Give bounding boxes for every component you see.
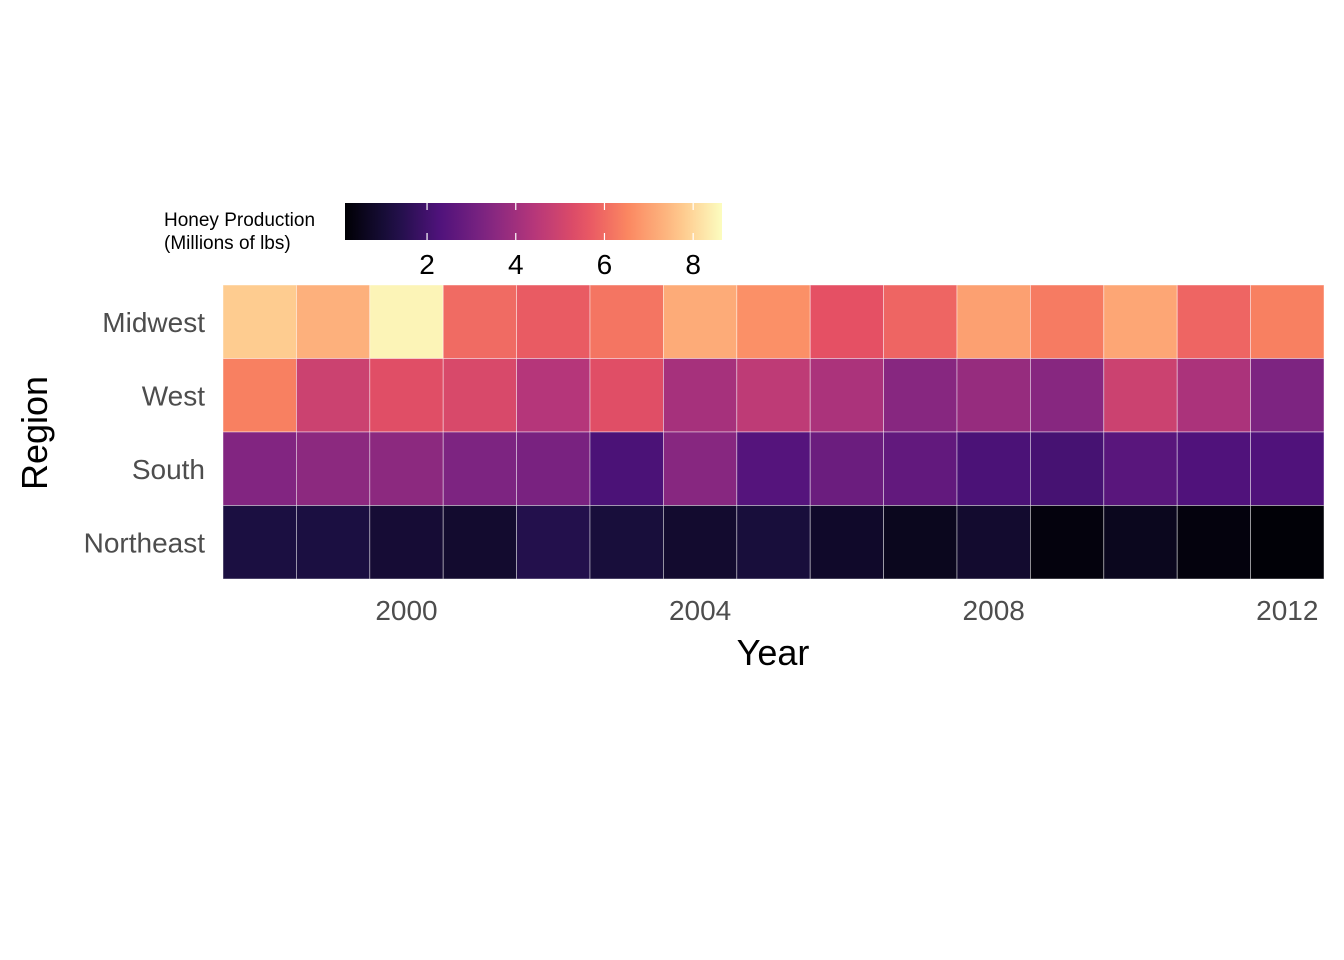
y-tick-label: Northeast: [84, 527, 206, 558]
heatmap-cell: [663, 358, 738, 433]
heatmap-cell: [663, 431, 738, 506]
heatmap-cell: [736, 284, 811, 359]
heatmap-cell: [295, 358, 371, 433]
x-tick-label: 2000: [375, 595, 437, 626]
heatmap-cell: [222, 284, 297, 359]
heatmap-cell: [1176, 431, 1251, 506]
heatmap-cell: [442, 505, 518, 580]
heatmap-cell: [883, 284, 958, 359]
heatmap-cell: [809, 284, 885, 359]
y-tick-label: West: [142, 380, 205, 411]
heatmap-cell: [1176, 505, 1251, 580]
colorbar-ticks: 2 4 6 8: [419, 203, 701, 280]
heatmap-cell: [883, 505, 958, 580]
heatmap-cell: [442, 358, 518, 433]
heatmap-cell: [1030, 431, 1105, 506]
heatmap-cell: [809, 505, 885, 580]
heatmap-cell: [663, 505, 738, 580]
heatmap-cell: [1103, 284, 1178, 359]
heatmap-cell: [1103, 505, 1178, 580]
heatmap-cell: [956, 358, 1031, 433]
y-axis-tick-labels: Midwest West South Northeast: [84, 307, 206, 559]
heatmap-cell: [516, 284, 591, 359]
heatmap-cell: [222, 358, 297, 433]
colorbar-tick-label: 8: [685, 249, 701, 280]
heatmap-cell: [1250, 284, 1325, 359]
y-axis-title: Region: [14, 376, 55, 490]
heatmap-tiles: [222, 284, 1325, 580]
heatmap-cell: [295, 431, 371, 506]
heatmap-cell: [1103, 431, 1178, 506]
heatmap-cell: [589, 505, 664, 580]
heatmap-cell: [369, 431, 444, 506]
heatmap-cell: [956, 505, 1031, 580]
heatmap-cell: [442, 284, 518, 359]
heatmap-cell: [589, 284, 664, 359]
heatmap-cell: [589, 431, 664, 506]
heatmap-cell: [369, 358, 444, 433]
colorbar: [345, 203, 722, 240]
x-axis-tick-labels: 2000 2004 2008 2012: [375, 595, 1318, 626]
heatmap-cell: [369, 284, 444, 359]
heatmap-cell: [295, 505, 371, 580]
heatmap-cell: [663, 284, 738, 359]
heatmap-cell: [736, 505, 811, 580]
legend-title-line-2: (Millions of lbs): [164, 233, 291, 254]
heatmap-cell: [809, 431, 885, 506]
x-tick-label: 2008: [963, 595, 1025, 626]
heatmap-cell: [516, 431, 591, 506]
x-tick-label: 2012: [1256, 595, 1318, 626]
heatmap-cell: [883, 431, 958, 506]
heatmap-cell: [1030, 358, 1105, 433]
legend-title-line-1: Honey Production: [164, 210, 315, 231]
colorbar-tick-label: 2: [419, 249, 435, 280]
heatmap-cell: [222, 431, 297, 506]
colorbar-tick-label: 6: [597, 249, 613, 280]
heatmap-cell: [1030, 505, 1105, 580]
heatmap-cell: [516, 505, 591, 580]
heatmap-cell: [1176, 358, 1251, 433]
heatmap-cell: [736, 358, 811, 433]
heatmap-cell: [736, 431, 811, 506]
legend: Honey Production (Millions of lbs) 2 4 6 8: [164, 203, 722, 280]
heatmap-cell: [1030, 284, 1105, 359]
y-tick-label: South: [132, 454, 205, 485]
heatmap-cell: [1176, 284, 1251, 359]
heatmap-cell: [809, 358, 885, 433]
colorbar-tick-label: 4: [508, 249, 524, 280]
heatmap-cell: [956, 284, 1031, 359]
x-tick-label: 2004: [669, 595, 731, 626]
heatmap-cell: [222, 505, 297, 580]
heatmap-cell: [1250, 431, 1325, 506]
heatmap-cell: [1250, 358, 1325, 433]
heatmap-cell: [295, 284, 371, 359]
heatmap-cell: [1250, 505, 1325, 580]
y-tick-label: Midwest: [102, 307, 205, 338]
heatmap-cell: [589, 358, 664, 433]
heatmap-cell: [1103, 358, 1178, 433]
heatmap-cell: [883, 358, 958, 433]
heatmap-cell: [956, 431, 1031, 506]
heatmap-cell: [369, 505, 444, 580]
heatmap-cell: [516, 358, 591, 433]
x-axis-title: Year: [737, 632, 810, 673]
heatmap-cell: [442, 431, 518, 506]
